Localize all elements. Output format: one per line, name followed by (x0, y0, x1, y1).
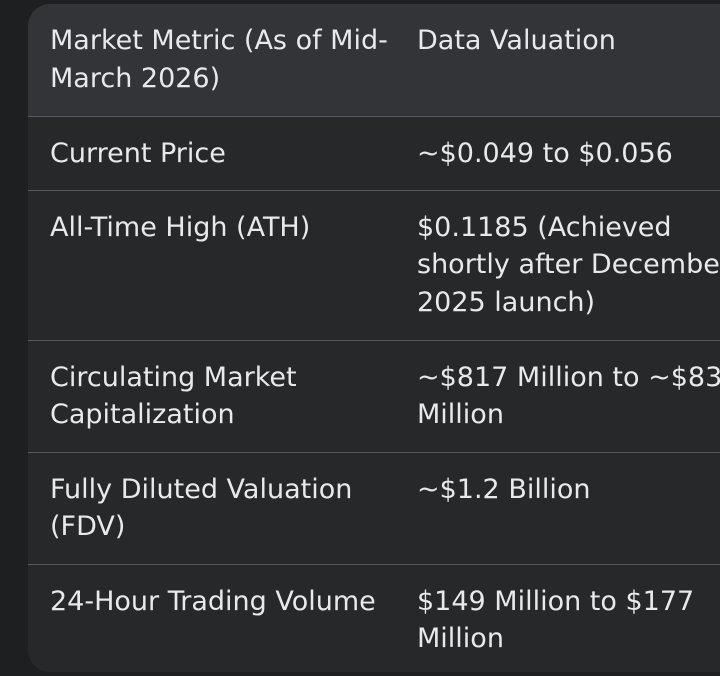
value-cell: ~$1.2 Billion (395, 451, 720, 564)
table-header-row: Market Metric (As of Mid-March 2026) Dat… (28, 4, 720, 116)
table-row: 24-Hour Trading Volume $149 Million to $… (28, 563, 720, 672)
value-cell: ~$817 Million to ~$830 Million (395, 339, 720, 452)
column-header-metric: Market Metric (As of Mid-March 2026) (50, 25, 388, 94)
metric-cell: 24-Hour Trading Volume (28, 563, 395, 672)
value-cell: ~$0.049 to $0.056 (395, 115, 720, 190)
value-cell: $149 Million to $177 Million (395, 563, 720, 672)
table-row: Circulating Market Capitalization ~$817 … (28, 339, 720, 452)
value-cell: $0.1185 (Achieved shortly after December… (395, 189, 720, 340)
market-metrics-table: Market Metric (As of Mid-March 2026) Dat… (28, 4, 720, 672)
metric-cell: All-Time High (ATH) (28, 189, 395, 340)
metric-cell: Fully Diluted Valuation (FDV) (28, 451, 395, 564)
table-row: Fully Diluted Valuation (FDV) ~$1.2 Bill… (28, 451, 720, 564)
metric-cell: Current Price (28, 115, 395, 190)
metric-cell: Circulating Market Capitalization (28, 339, 395, 452)
column-header-valuation: Data Valuation (417, 25, 616, 56)
market-metrics-card: Market Metric (As of Mid-March 2026) Dat… (28, 4, 720, 672)
table-row: Current Price ~$0.049 to $0.056 (28, 115, 720, 190)
table-row: All-Time High (ATH) $0.1185 (Achieved sh… (28, 189, 720, 340)
